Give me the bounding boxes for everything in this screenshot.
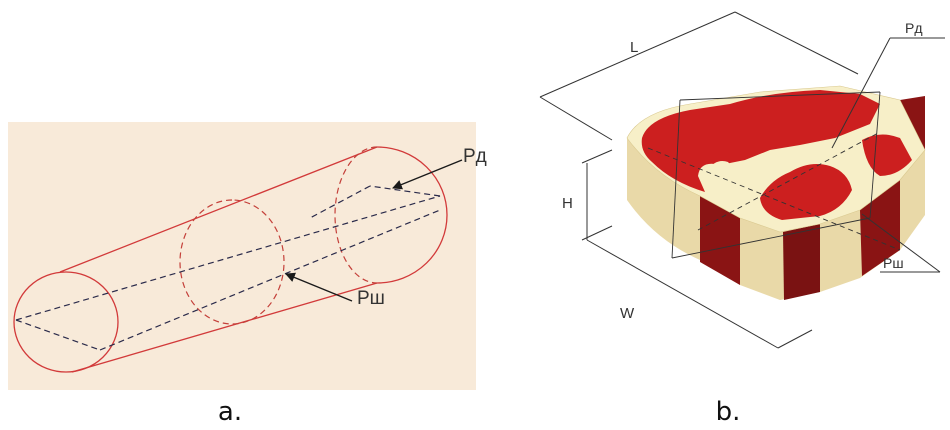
- rd-arrow: [392, 159, 463, 190]
- middle-dashed-circle: [179, 199, 285, 325]
- caption-a: a.: [218, 397, 242, 427]
- cylinder-top-edge: [59, 146, 378, 273]
- section-line-c: [869, 91, 881, 219]
- dimension-lines: [539, 11, 945, 349]
- label-l: L: [630, 39, 638, 56]
- label-h: H: [562, 195, 573, 212]
- section-line-b: [671, 99, 681, 259]
- top-red-loop-hole: [708, 161, 732, 178]
- cylinder-bottom-edge: [71, 282, 378, 373]
- dim-w-main: [586, 239, 779, 349]
- right-end-hidden-arc: [334, 146, 378, 284]
- top-red-center-lobe: [760, 164, 852, 220]
- section-line-d: [671, 217, 871, 259]
- dim-h-ext-top: [581, 149, 613, 164]
- rsh-leader: [861, 213, 941, 273]
- slab-side-red-left: [700, 196, 740, 285]
- cylinder-left-end: [13, 271, 119, 373]
- right-end-diagonal: [369, 185, 441, 197]
- dim-h-ext-bottom: [581, 225, 613, 241]
- label-rsh-b: Pш: [883, 255, 904, 271]
- label-w: W: [620, 305, 635, 322]
- section-dash-1: [647, 147, 901, 251]
- caption-b: b.: [716, 397, 741, 427]
- label-rsh-a: Pш: [357, 288, 385, 309]
- top-red-main: [641, 90, 880, 192]
- section-dash-2: [697, 131, 881, 231]
- dim-l-ext-right: [734, 11, 859, 75]
- label-rd-a: Pд: [463, 146, 487, 167]
- rsh-arrow: [285, 272, 353, 302]
- section-line-a: [679, 91, 881, 101]
- cylinder-outline: [13, 146, 448, 373]
- figure-a-background: [8, 122, 476, 390]
- diameter-dash-upper: [15, 195, 441, 321]
- cylinder-right-end: [376, 146, 448, 284]
- dim-l-main: [539, 11, 736, 98]
- rd-leader: [831, 37, 891, 149]
- dim-w-ext-right: [777, 329, 813, 349]
- figure-b: L H W Pд Pш b.: [539, 11, 945, 427]
- slab-side-red-center: [783, 224, 820, 300]
- left-end-diagonal: [15, 319, 101, 351]
- hidden-edges: [15, 146, 441, 351]
- figure-a: Pд Pш a.: [8, 122, 487, 427]
- section-lines: [647, 91, 901, 259]
- dim-l-ext-left: [539, 96, 613, 141]
- diameter-dash-lower: [99, 209, 441, 351]
- right-end-inner: [309, 185, 371, 219]
- label-rd-b: Pд: [905, 20, 923, 36]
